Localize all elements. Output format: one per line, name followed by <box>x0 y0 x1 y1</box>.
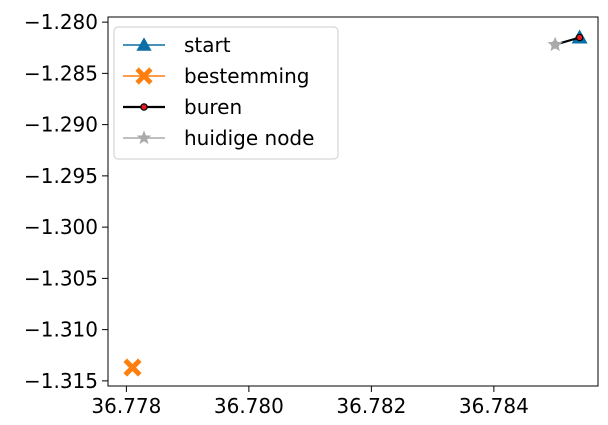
y-tick-label: −1.305 <box>24 266 98 290</box>
legend: start bestemming buren huidige node <box>113 26 339 160</box>
series-layer <box>123 29 588 377</box>
y-axis: −1.280 −1.285 −1.290 −1.295 −1.300 −1.305 −1.3… <box>24 10 108 393</box>
legend-marker <box>140 103 148 111</box>
y-tick-label: −1.310 <box>24 318 98 342</box>
x-axis: 36.778 36.780 36.782 36.784 <box>91 386 529 418</box>
series-huidige-node <box>547 36 563 52</box>
x-tick-label: 36.780 <box>214 394 284 418</box>
data-point <box>575 33 584 42</box>
legend-marker <box>136 130 152 145</box>
x-tick-label: 36.778 <box>91 394 161 418</box>
legend-item: buren <box>123 95 242 119</box>
legend-item: bestemming <box>123 64 309 88</box>
x-tick-label: 36.782 <box>336 394 406 418</box>
y-tick-label: −1.290 <box>24 113 98 137</box>
legend-item: huidige node <box>123 126 314 150</box>
y-tick-label: −1.315 <box>24 369 98 393</box>
data-point <box>547 36 563 52</box>
y-tick-label: −1.300 <box>24 215 98 239</box>
y-tick-label: −1.295 <box>24 164 98 188</box>
data-point <box>123 358 142 377</box>
y-tick-label: −1.280 <box>24 10 98 34</box>
x-tick-label: 36.784 <box>459 394 529 418</box>
legend-item: start <box>123 33 231 57</box>
legend-label: bestemming <box>184 64 309 88</box>
legend-marker <box>136 37 152 51</box>
series-bestemming <box>123 358 142 377</box>
legend-label: start <box>184 33 231 57</box>
legend-label: huidige node <box>184 126 314 150</box>
legend-box <box>113 26 339 160</box>
y-tick-label: −1.285 <box>24 61 98 85</box>
legend-marker <box>135 67 153 85</box>
legend-label: buren <box>184 95 242 119</box>
